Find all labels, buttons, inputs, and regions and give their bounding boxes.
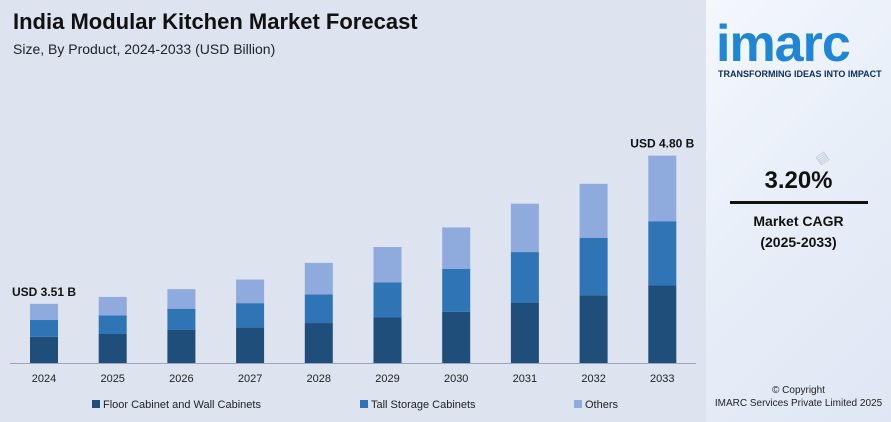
- bar-segment-2024-series-1: [30, 336, 58, 363]
- x-tick-label-2028: 2028: [307, 373, 331, 385]
- bar-segment-2031-series-3: [510, 203, 539, 253]
- bar-segment-2024-series-3: [30, 303, 58, 321]
- legend-swatch-1: [92, 400, 100, 408]
- info-sidebar: ▤ imarc TRANSFORMING IDEAS INTO IMPACT 3…: [706, 0, 891, 422]
- bar-segment-2026-series-3: [167, 289, 196, 309]
- bar-segment-2029-series-2: [373, 282, 402, 318]
- legend-label-2: Tall Storage Cabinets: [371, 399, 476, 411]
- bar-segment-2025-series-1: [98, 334, 127, 363]
- x-tick-label-2024: 2024: [32, 373, 56, 385]
- legend-label-1: Floor Cabinet and Wall Cabinets: [103, 399, 261, 411]
- legend-label-3: Others: [585, 399, 619, 411]
- cagr-label: Market CAGR (2025-2033): [706, 211, 891, 253]
- logo-tagline: TRANSFORMING IDEAS INTO IMPACT: [718, 69, 882, 79]
- cagr-label-line2: (2025-2033): [760, 234, 837, 250]
- bar-segment-2033-series-1: [648, 285, 677, 363]
- x-tick-label-2026: 2026: [169, 373, 193, 385]
- bar-segment-2025-series-3: [98, 296, 127, 316]
- data-label-2033: USD 4.80 B: [630, 137, 694, 151]
- bar-segment-2031-series-1: [510, 302, 539, 363]
- x-tick-label-2025: 2025: [100, 373, 124, 385]
- bar-segment-2030-series-2: [442, 268, 471, 312]
- bar-segment-2030-series-3: [442, 227, 471, 269]
- data-label-2024: USD 3.51 B: [12, 285, 76, 299]
- chart-title: India Modular Kitchen Market Forecast: [13, 9, 418, 34]
- copyright-line1: © Copyright: [772, 385, 825, 396]
- bar-segment-2027-series-2: [236, 303, 265, 328]
- bar-segment-2026-series-2: [167, 308, 196, 330]
- bar-segment-2032-series-1: [579, 295, 608, 363]
- copyright-line2: IMARC Services Private Limited 2025: [714, 398, 883, 409]
- bar-segment-2025-series-2: [98, 315, 127, 335]
- chart-subtitle: Size, By Product, 2024-2033 (USD Billion…: [13, 41, 276, 57]
- bar-segment-2027-series-1: [236, 327, 265, 363]
- x-tick-label-2027: 2027: [238, 373, 262, 385]
- bar-segment-2029-series-1: [373, 317, 402, 363]
- bar-segment-2032-series-3: [579, 183, 608, 238]
- copyright-notice: © Copyright IMARC Services Private Limit…: [706, 384, 891, 410]
- bar-segment-2030-series-1: [442, 311, 471, 363]
- bar-segment-2028-series-3: [304, 262, 333, 295]
- bar-segment-2028-series-2: [304, 294, 333, 324]
- legend-swatch-3: [574, 400, 582, 408]
- bar-segment-2027-series-3: [236, 279, 265, 304]
- x-tick-label-2032: 2032: [581, 373, 605, 385]
- bar-chart: 2024 2025 2026 2027 2028 2029 2030 2031 2032 2033…: [10, 137, 696, 411]
- x-tick-label-2031: 2031: [513, 373, 537, 385]
- bar-segment-2033-series-3: [648, 155, 677, 222]
- bar-segment-2028-series-1: [304, 323, 333, 363]
- bar-segment-2032-series-2: [579, 237, 608, 296]
- cagr-label-line1: Market CAGR: [753, 213, 844, 229]
- bar-segment-2024-series-2: [30, 320, 58, 337]
- x-tick-label-2029: 2029: [375, 373, 399, 385]
- bar-segment-2029-series-3: [373, 247, 402, 283]
- imarc-logo: imarc: [716, 15, 851, 73]
- cagr-value: 3.20%: [764, 167, 833, 194]
- bar-segment-2026-series-1: [167, 329, 196, 363]
- bar-segment-2033-series-2: [648, 221, 677, 286]
- chart-panel: India Modular Kitchen Market Forecast Si…: [0, 0, 706, 422]
- cagr-divider: [730, 201, 868, 204]
- bar-segment-2031-series-2: [510, 252, 539, 303]
- x-tick-label-2033: 2033: [650, 373, 674, 385]
- decorative-background-digits: ▤: [812, 147, 832, 168]
- x-tick-label-2030: 2030: [444, 373, 468, 385]
- legend-swatch-2: [360, 400, 368, 408]
